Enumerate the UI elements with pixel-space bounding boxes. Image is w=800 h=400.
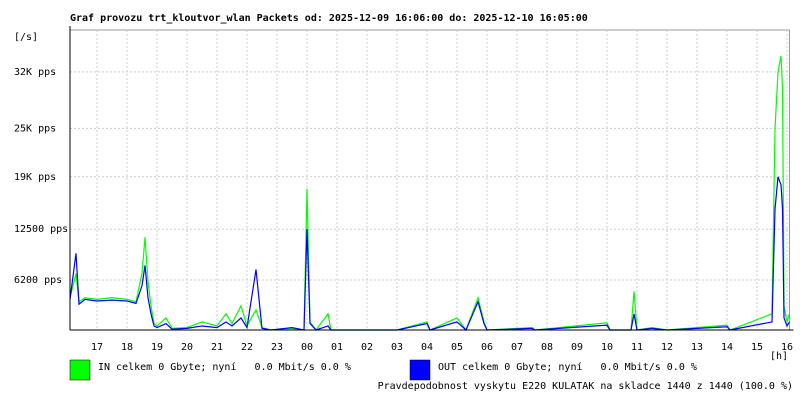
- series-line: [69, 176, 790, 332]
- x-tick-label: 17: [91, 342, 103, 353]
- x-tick-label: 11: [631, 342, 643, 353]
- x-tick-label: 05: [451, 342, 463, 353]
- y-tick-label: 25K pps: [14, 123, 56, 134]
- chart-title: Graf provozu trt_kloutvor_wlan Packets o…: [70, 13, 588, 24]
- legend-label: IN celkem 0 Gbyte; nyní 0.0 Mbit/s 0.0 %: [98, 361, 351, 373]
- legend-label: OUT celkem 0 Gbyte; nyní 0.0 Mbit/s 0.0 …: [438, 361, 697, 373]
- footer: Pravdepodobnost vyskytu E220 KULATAK na …: [378, 381, 793, 392]
- legend-swatch: [409, 359, 431, 381]
- x-tick-label: 13: [691, 342, 703, 353]
- x-tick-label: 16: [781, 342, 793, 353]
- y-tick-label: 12500 pps: [14, 224, 68, 235]
- y-axis-label: [/s]: [14, 32, 38, 43]
- x-tick-label: 14: [721, 342, 733, 353]
- x-tick-label: 09: [571, 342, 583, 353]
- x-tick-label: 10: [601, 342, 613, 353]
- y-tick-label: 19K pps: [14, 172, 56, 183]
- x-tick-label: 00: [301, 342, 313, 353]
- x-tick-label: 20: [181, 342, 193, 353]
- legend-swatch: [69, 359, 91, 381]
- x-tick-label: 18: [121, 342, 133, 353]
- x-tick-label: 12: [661, 342, 673, 353]
- x-tick-label: 06: [481, 342, 493, 353]
- x-tick-label: 08: [541, 342, 553, 353]
- x-axis-label: [h]: [770, 351, 788, 362]
- x-tick-label: 07: [511, 342, 523, 353]
- x-tick-label: 01: [331, 342, 343, 353]
- x-tick-label: 23: [271, 342, 283, 353]
- x-tick-label: 02: [361, 342, 373, 353]
- y-tick-label: 32K pps: [14, 67, 56, 78]
- x-tick-label: 03: [391, 342, 403, 353]
- x-tick-label: 21: [211, 342, 223, 353]
- x-tick-label: 15: [751, 342, 763, 353]
- y-tick-label: 6200 pps: [14, 275, 62, 286]
- x-tick-label: 22: [241, 342, 253, 353]
- x-tick-label: 04: [421, 342, 433, 353]
- plot-area: [69, 29, 790, 331]
- x-tick-label: 19: [151, 342, 163, 353]
